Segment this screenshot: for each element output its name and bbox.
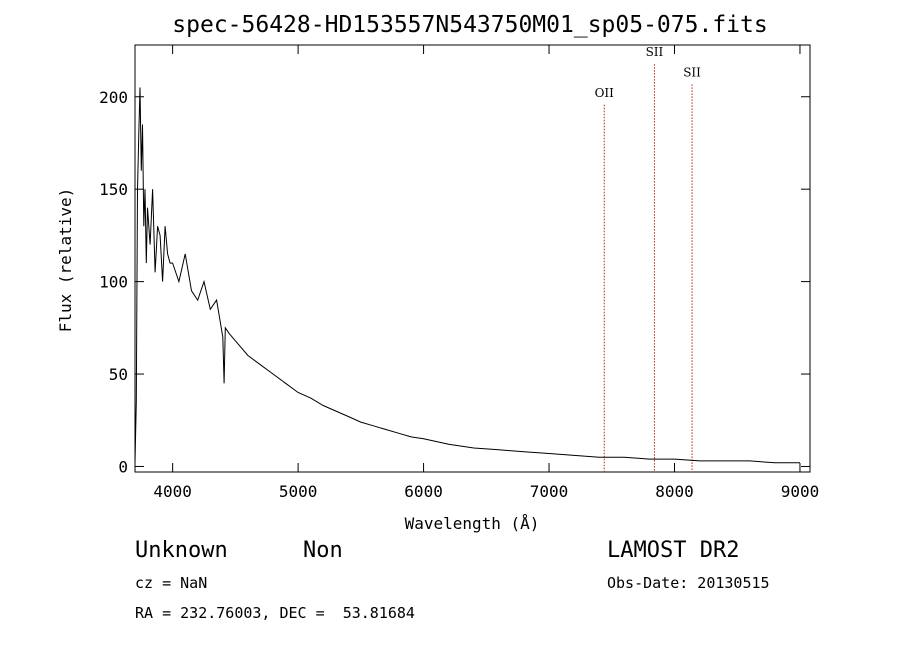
emission-line-label: SII xyxy=(683,65,701,79)
x-tick-label: 7000 xyxy=(530,482,569,501)
x-tick-label: 9000 xyxy=(781,482,820,501)
y-tick-label: 150 xyxy=(99,180,128,199)
object-class: Unknown xyxy=(135,538,228,563)
x-tick-label: 4000 xyxy=(153,482,192,501)
obs-date-text: Obs-Date: 20130515 xyxy=(607,574,770,592)
redshift-text: cz = NaN xyxy=(135,574,208,592)
survey-label: LAMOST DR2 xyxy=(607,538,740,563)
emission-line-label: SII xyxy=(646,45,664,59)
y-tick-label: 200 xyxy=(99,88,128,107)
x-tick-label: 6000 xyxy=(404,482,443,501)
object-subclass: Non xyxy=(303,538,343,563)
spectrum-line xyxy=(134,87,800,464)
x-axis-label: Wavelength (Å) xyxy=(405,514,540,533)
x-axis: 4000 5000 6000 7000 8000 9000 xyxy=(153,45,819,501)
x-tick-label: 5000 xyxy=(279,482,318,501)
plot-frame xyxy=(134,44,811,473)
y-axis: 0 50 100 150 200 xyxy=(99,88,810,476)
y-tick-label: 100 xyxy=(99,273,128,292)
y-tick-label: 0 xyxy=(118,457,128,476)
y-tick-label: 50 xyxy=(109,365,128,384)
chart-title: spec-56428-HD153557N543750M01_sp05-075.f… xyxy=(172,12,767,38)
y-axis-label: Flux (relative) xyxy=(56,188,75,333)
emission-line-markers: OII SII SII xyxy=(595,45,701,472)
emission-line-label: OII xyxy=(595,86,615,100)
coordinates-text: RA = 232.76003, DEC = 53.81684 xyxy=(135,604,415,622)
x-tick-label: 8000 xyxy=(655,482,694,501)
